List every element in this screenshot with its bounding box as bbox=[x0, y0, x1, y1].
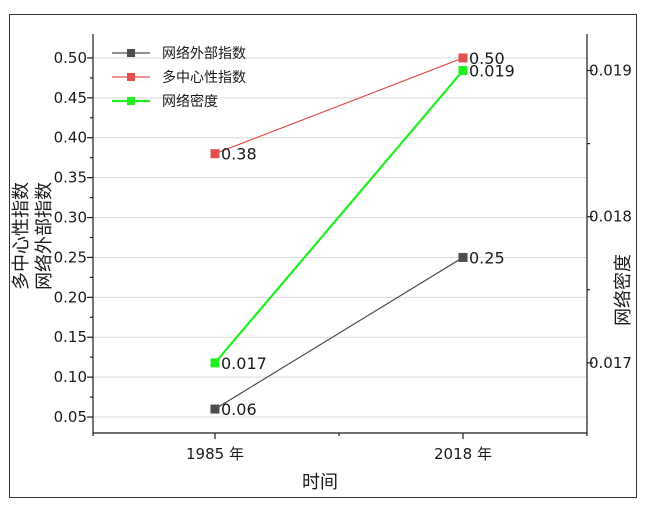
data-label: 0.50 bbox=[469, 49, 505, 68]
y-left-tick-label: 0.30 bbox=[54, 209, 87, 227]
axes: 0.05 0.10 0.15 0.20 0.25 0.30 0.35 0.40 0.45 0.50… bbox=[54, 34, 632, 463]
data-point-marker bbox=[210, 149, 220, 159]
series-line bbox=[214, 256, 464, 410]
y-left-tick-label: 0.45 bbox=[54, 89, 87, 107]
legend-marker bbox=[127, 73, 135, 81]
data-point-marker bbox=[210, 358, 220, 368]
y-right-tick-label: 0.018 bbox=[589, 208, 632, 226]
y-left-tick-label: 0.35 bbox=[54, 169, 87, 187]
x-tick-label: 2018 年 bbox=[434, 445, 492, 463]
data-point-marker bbox=[458, 53, 468, 63]
legend-marker bbox=[127, 97, 135, 105]
y-left-tick-label: 0.20 bbox=[54, 288, 87, 306]
data-label: 0.017 bbox=[221, 354, 267, 373]
series-layer bbox=[210, 53, 468, 414]
y-left-tick-label: 0.10 bbox=[54, 368, 87, 386]
legend-label: 多中心性指数 bbox=[162, 69, 246, 86]
y-right-tick-label: 0.017 bbox=[589, 354, 632, 372]
legend-label: 网络外部指数 bbox=[162, 46, 246, 62]
y-axis-title-left-line2: 网络外部指数 bbox=[34, 182, 55, 290]
y-left-tick-label: 0.40 bbox=[54, 129, 87, 147]
legend-label: 网络密度 bbox=[162, 93, 218, 110]
data-point-marker bbox=[458, 252, 468, 262]
data-point-marker bbox=[210, 404, 220, 414]
series-line bbox=[214, 69, 464, 364]
data-label: 0.06 bbox=[221, 400, 257, 419]
data-point-marker bbox=[458, 66, 468, 76]
gridlines bbox=[93, 57, 587, 418]
y-left-tick-label: 0.05 bbox=[54, 408, 87, 426]
x-tick-label: 1985 年 bbox=[186, 445, 244, 463]
data-label: 0.38 bbox=[221, 145, 257, 164]
data-label: 0.019 bbox=[469, 62, 515, 81]
series-line bbox=[214, 57, 464, 155]
data-labels: 0.06 0.25 0.38 0.50 0.017 0.019 bbox=[221, 49, 515, 419]
y-left-tick-label: 0.15 bbox=[54, 328, 87, 346]
y-left-tick-label: 0.25 bbox=[54, 248, 87, 266]
y-axis-title-left-line1: 多中心性指数 bbox=[11, 182, 32, 290]
legend-marker bbox=[127, 49, 135, 57]
y-axis-title-right: 网络密度 bbox=[613, 254, 634, 326]
y-right-tick-label: 0.019 bbox=[589, 62, 632, 80]
x-axis-title: 时间 bbox=[302, 472, 338, 493]
y-left-tick-label: 0.50 bbox=[54, 49, 87, 67]
data-label: 0.25 bbox=[469, 248, 505, 267]
